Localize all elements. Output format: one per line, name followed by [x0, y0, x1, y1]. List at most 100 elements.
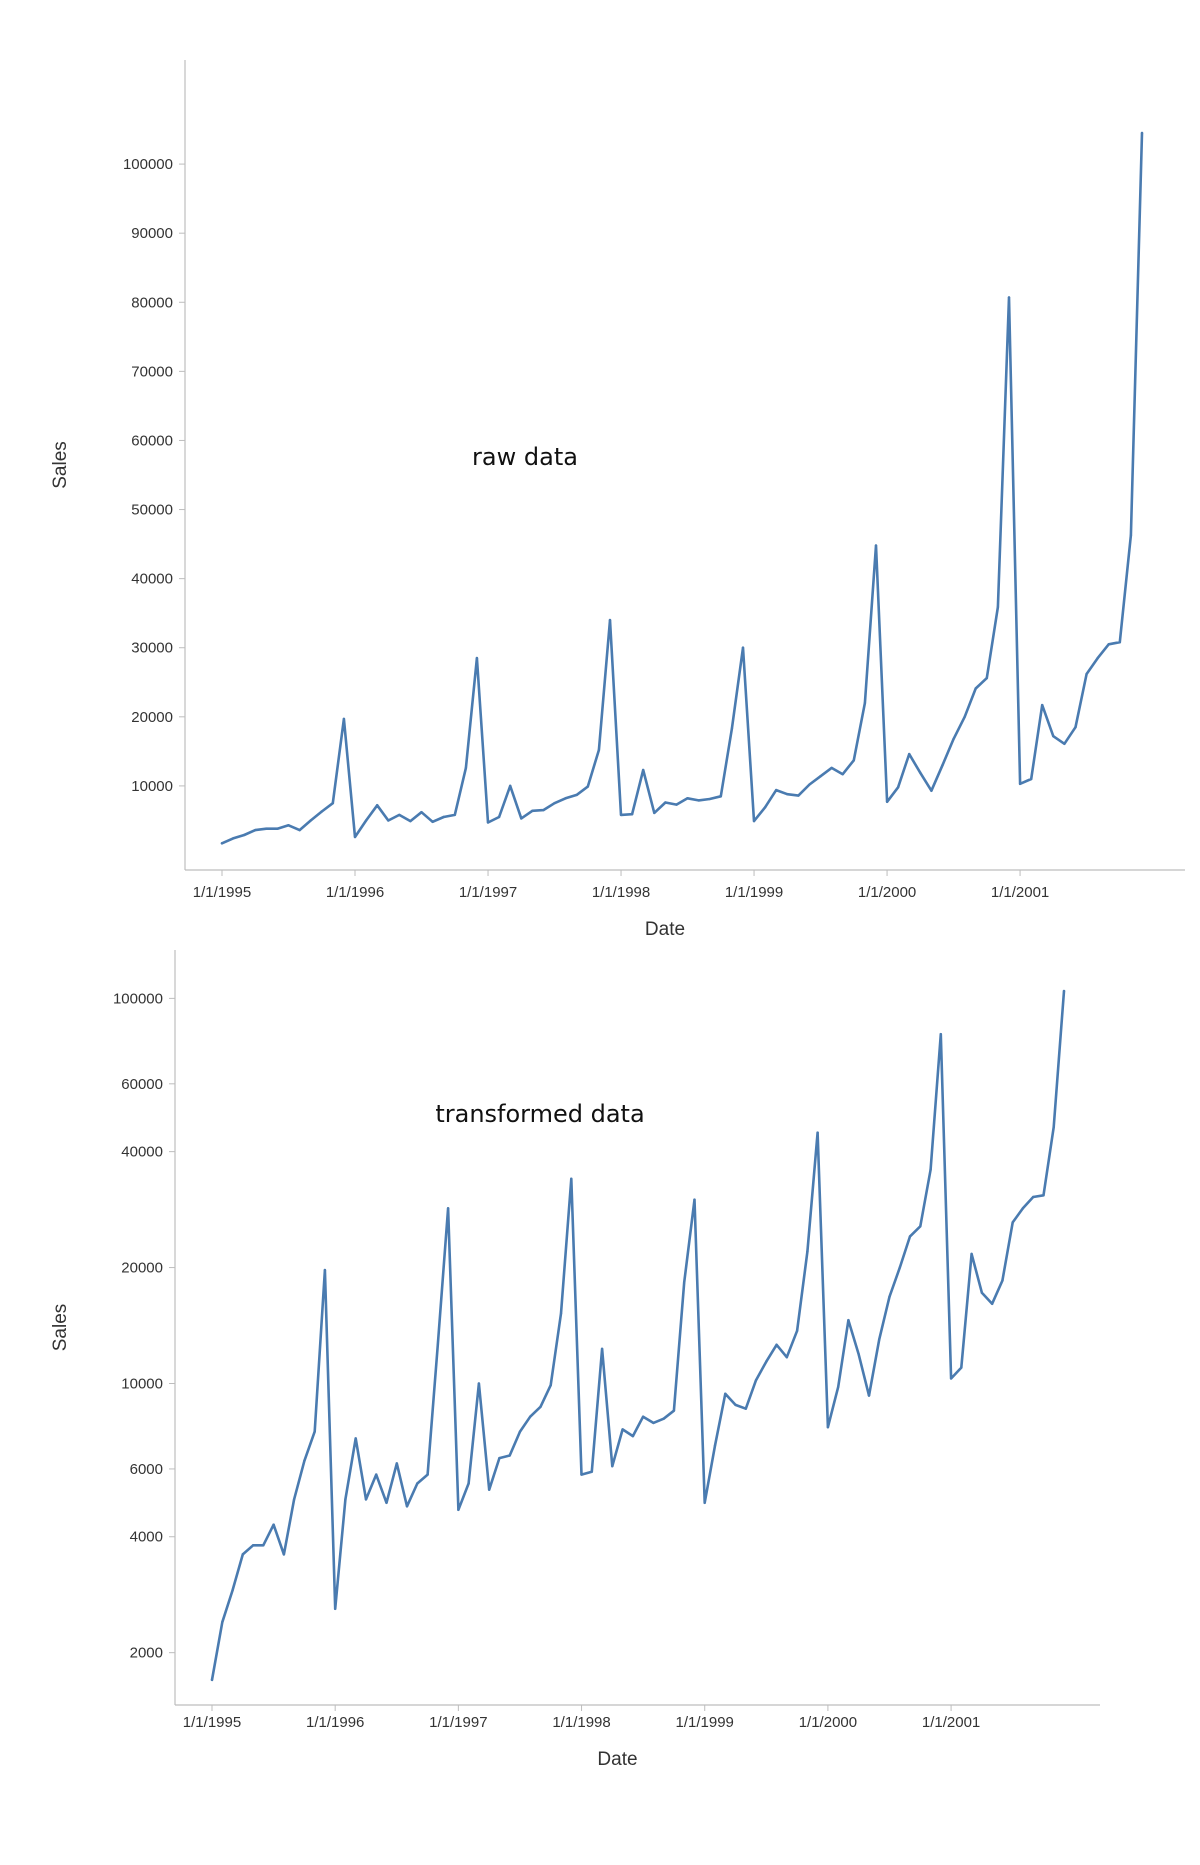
- data-point: [664, 801, 667, 804]
- y-tick-label: 100000: [113, 990, 163, 1007]
- data-point: [486, 821, 490, 824]
- y-tick-label: 40000: [121, 1144, 163, 1161]
- x-tick-label: 1/1/1995: [193, 884, 251, 901]
- data-point: [467, 1482, 470, 1485]
- x-tick-label: 1/1/1998: [592, 884, 650, 901]
- data-point: [816, 1131, 819, 1134]
- data-point: [333, 1607, 337, 1610]
- data-point: [744, 1407, 747, 1410]
- data-point: [251, 1544, 255, 1547]
- data-point: [974, 687, 977, 690]
- data-point: [1096, 656, 1099, 660]
- data-point: [549, 1383, 552, 1387]
- data-point: [611, 1464, 614, 1468]
- y-tick-label: 80000: [131, 294, 173, 311]
- data-point: [896, 786, 900, 789]
- data-point: [730, 727, 734, 730]
- data-point: [990, 1302, 994, 1306]
- data-point: [930, 789, 933, 792]
- data-point: [531, 809, 534, 812]
- data-point: [797, 794, 800, 797]
- data-point: [662, 1417, 665, 1420]
- data-point: [453, 813, 456, 817]
- data-point: [477, 1382, 481, 1385]
- data-point: [878, 1338, 881, 1341]
- data-point: [847, 1318, 850, 1322]
- data-point: [686, 797, 689, 800]
- data-point: [385, 1501, 388, 1505]
- data-point: [303, 1459, 306, 1462]
- x-tick-label: 1/1/1996: [306, 1714, 364, 1731]
- y-axis-title: Sales: [50, 441, 71, 489]
- data-point: [518, 1430, 522, 1433]
- data-point: [475, 656, 479, 660]
- data-point: [600, 1347, 604, 1351]
- data-point: [857, 1353, 860, 1356]
- data-point: [292, 1498, 296, 1501]
- data-point: [708, 797, 711, 801]
- y-tick-label: 10000: [121, 1375, 163, 1392]
- y-tick-label: 40000: [131, 571, 173, 588]
- data-point: [590, 1470, 594, 1473]
- data-point: [763, 806, 767, 809]
- y-tick-label: 60000: [121, 1076, 163, 1093]
- data-point: [1052, 1125, 1055, 1129]
- data-point: [586, 785, 589, 788]
- series-line: [220, 131, 1144, 845]
- data-point: [672, 1409, 676, 1412]
- data-point: [841, 772, 844, 776]
- series-line: [210, 989, 1066, 1682]
- data-point: [398, 813, 401, 817]
- data-point: [919, 771, 922, 774]
- data-point: [675, 803, 678, 806]
- data-point: [508, 1454, 511, 1457]
- data-point: [970, 1252, 973, 1256]
- data-point: [272, 1523, 275, 1526]
- data-point: [985, 676, 989, 680]
- data-point: [929, 1168, 932, 1171]
- data-point: [786, 793, 789, 796]
- y-tick-label: 50000: [131, 502, 173, 519]
- data-point: [996, 605, 1000, 609]
- data-point: [242, 833, 246, 837]
- data-point: [575, 793, 578, 797]
- data-point: [416, 1482, 419, 1485]
- y-tick-label: 70000: [131, 363, 173, 380]
- data-point: [464, 766, 468, 770]
- data-point: [653, 811, 656, 815]
- data-point: [282, 1553, 286, 1556]
- chart-annotation: transformed data: [435, 1100, 644, 1128]
- data-point: [353, 835, 357, 839]
- data-point: [941, 763, 944, 767]
- data-point: [442, 815, 445, 819]
- y-tick-label: 20000: [121, 1260, 163, 1277]
- data-point: [405, 1505, 409, 1508]
- data-point: [313, 1430, 316, 1433]
- data-point: [231, 837, 235, 840]
- data-point: [364, 819, 368, 822]
- data-point: [539, 1405, 542, 1408]
- data-point: [908, 752, 911, 756]
- data-point: [375, 1473, 378, 1476]
- data-point: [1085, 672, 1088, 676]
- data-point: [734, 1403, 737, 1407]
- data-point: [713, 1444, 717, 1447]
- y-tick-label: 4000: [130, 1529, 163, 1546]
- data-point: [487, 1488, 491, 1491]
- data-point: [1011, 1221, 1014, 1224]
- data-point: [1063, 742, 1066, 745]
- data-point: [963, 715, 966, 719]
- data-point: [559, 1312, 563, 1315]
- data-point: [265, 827, 268, 830]
- data-point: [775, 788, 778, 792]
- data-point: [597, 748, 601, 752]
- data-point: [765, 1360, 768, 1363]
- data-point: [1062, 989, 1066, 993]
- data-point: [888, 1295, 891, 1298]
- data-point: [867, 1394, 871, 1397]
- x-tick-label: 1/1/1999: [676, 1714, 734, 1731]
- y-tick-label: 20000: [131, 709, 173, 726]
- data-point: [724, 1392, 727, 1396]
- data-point: [741, 646, 745, 649]
- data-point: [697, 799, 700, 802]
